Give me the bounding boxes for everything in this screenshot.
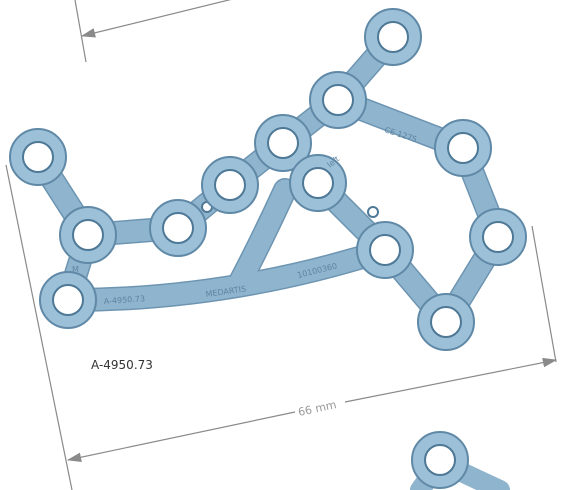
part-label: A-4950.73 bbox=[91, 358, 153, 372]
dimension-label: 66 mm bbox=[297, 398, 338, 419]
second-plate bbox=[412, 432, 500, 490]
product-drawing: 66 mm left CE 1275 M A bbox=[0, 0, 561, 490]
plate: left CE 1275 M A-4950.73 MEDARTIS 101003… bbox=[10, 9, 526, 350]
engraving-size: M bbox=[72, 265, 79, 274]
plate-rings bbox=[10, 9, 526, 350]
top-dimension bbox=[75, 0, 245, 62]
plate-bars bbox=[38, 37, 498, 322]
